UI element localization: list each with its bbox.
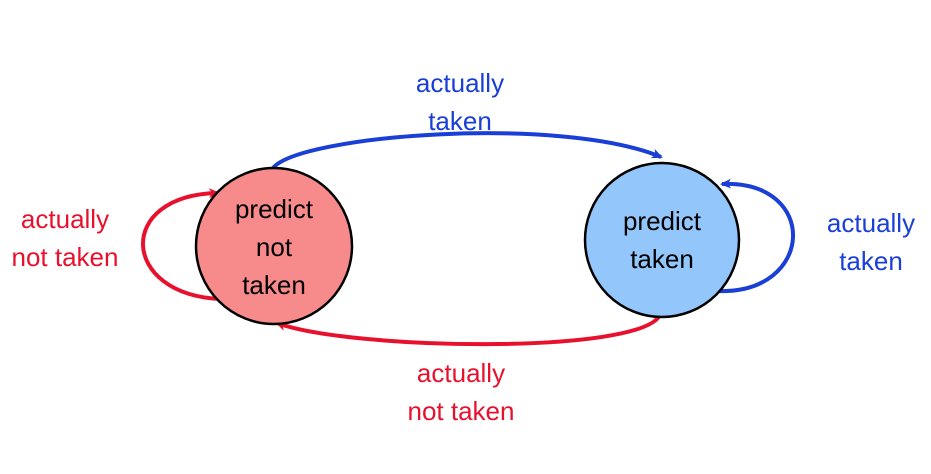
transition-arrow-bottom: [275, 313, 662, 347]
self-loop-taken: [716, 178, 795, 294]
label-right-actually-taken: actually taken: [812, 204, 930, 280]
state-predict-not-taken: [194, 166, 354, 326]
label-left-line-1: actually: [20, 204, 110, 234]
state-not-taken-line-2: not: [255, 232, 293, 262]
label-right-line-2: taken: [839, 246, 903, 276]
state-predict-taken: [583, 161, 741, 319]
state-predict-not-taken-label: predict not taken: [194, 190, 354, 304]
label-top-line-1: actually: [415, 68, 505, 98]
label-top-actually-taken: actually taken: [380, 64, 540, 140]
label-left-actually-not-taken: actually not taken: [0, 200, 130, 276]
transition-arrow-top: [271, 131, 663, 170]
label-bottom-actually-not-taken: actually not taken: [380, 354, 542, 430]
label-bottom-line-1: actually: [416, 358, 506, 388]
state-predict-taken-label: predict taken: [582, 202, 742, 278]
state-not-taken-line-1: predict: [234, 194, 314, 224]
label-left-line-2: not taken: [11, 242, 119, 272]
state-taken-line-1: predict: [622, 206, 702, 236]
label-bottom-line-2: not taken: [407, 396, 515, 426]
self-loop-not-taken: [141, 188, 222, 301]
state-taken-line-2: taken: [630, 244, 694, 274]
state-not-taken-line-3: taken: [242, 270, 306, 300]
label-right-line-1: actually: [826, 208, 916, 238]
label-top-line-2: taken: [428, 106, 492, 136]
